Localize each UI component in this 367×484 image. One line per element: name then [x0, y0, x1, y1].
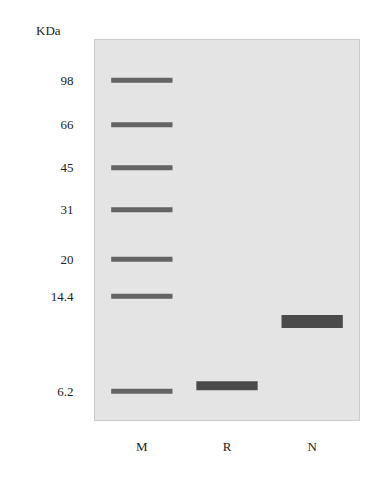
svg-text:66: 66 — [60, 117, 74, 132]
svg-text:N: N — [307, 439, 317, 454]
svg-text:20: 20 — [60, 252, 73, 267]
svg-text:6.2: 6.2 — [57, 384, 73, 399]
svg-text:M: M — [136, 439, 148, 454]
svg-text:98: 98 — [60, 73, 73, 88]
svg-text:45: 45 — [60, 160, 73, 175]
svg-text:31: 31 — [60, 202, 73, 217]
svg-text:KDa: KDa — [36, 23, 61, 38]
svg-text:14.4: 14.4 — [51, 289, 74, 304]
svg-text:R: R — [223, 439, 232, 454]
